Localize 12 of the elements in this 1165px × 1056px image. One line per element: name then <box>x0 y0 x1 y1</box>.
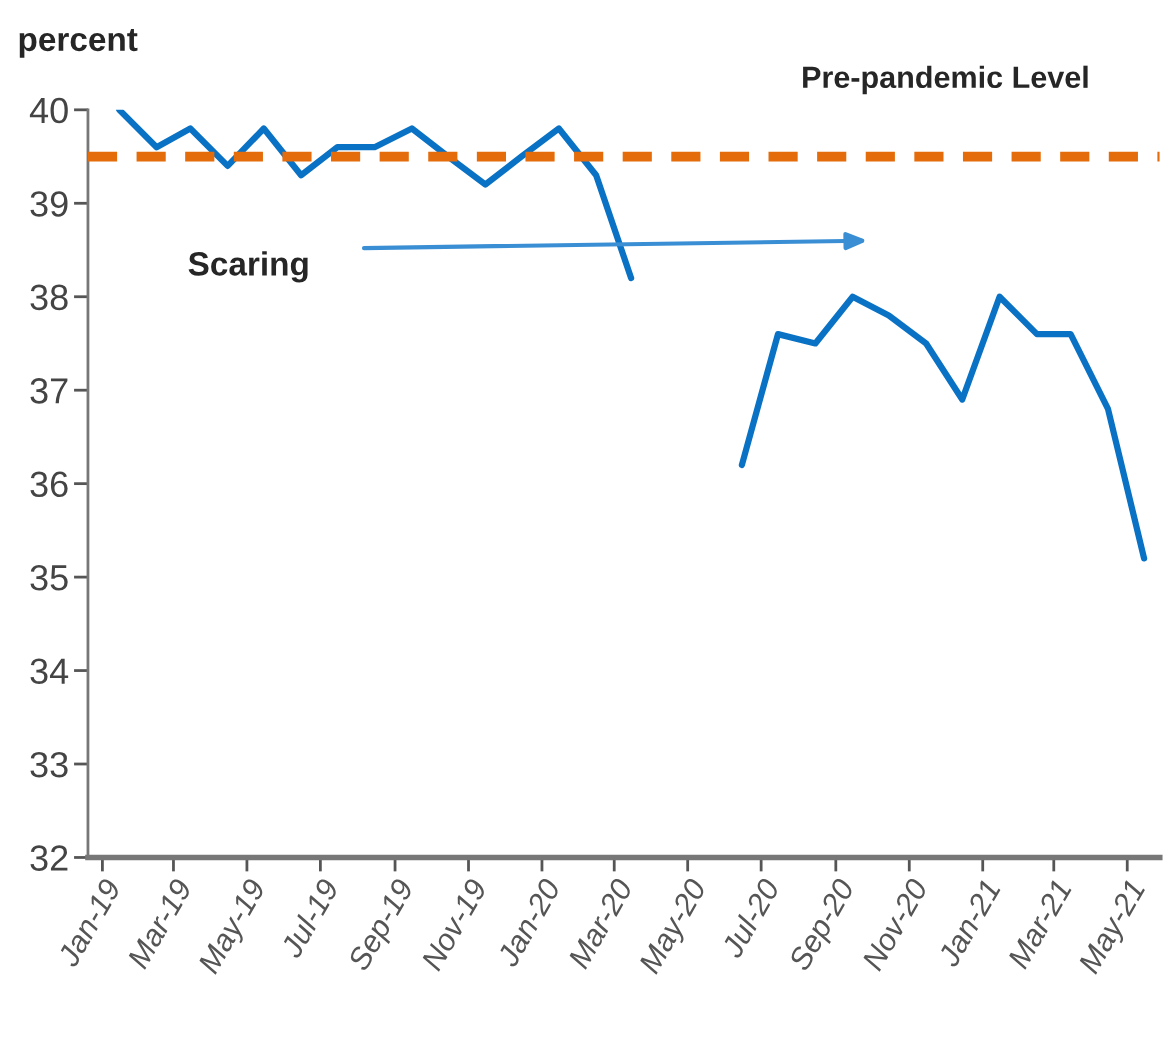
y-tick-label: 38 <box>30 284 68 311</box>
y-tick-label: 39 <box>30 191 68 217</box>
y-tick-label: 34 <box>30 658 69 684</box>
y-tick-label: 35 <box>30 564 68 591</box>
y-tick-label: 37 <box>30 378 68 404</box>
y-tick-label: 32 <box>30 845 68 871</box>
y-tick-label: 36 <box>30 471 68 498</box>
y-tick-label: 40 <box>29 97 68 124</box>
ref-line-label: Pre-pandemic Level <box>803 65 1088 95</box>
y-tick-label: 33 <box>30 751 68 778</box>
annotation: Scaring <box>188 251 308 283</box>
y-axis-title: percent <box>19 29 138 58</box>
